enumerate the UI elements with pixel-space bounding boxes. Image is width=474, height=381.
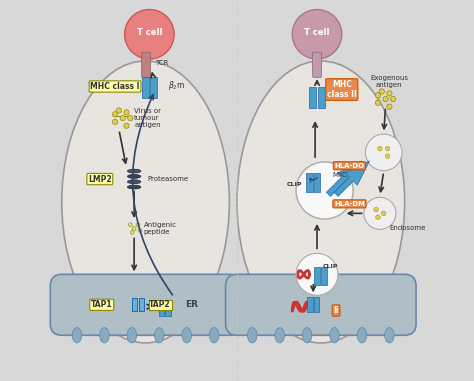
Bar (132, 298, 137, 312)
Ellipse shape (210, 328, 219, 343)
FancyArrow shape (334, 161, 370, 196)
Ellipse shape (384, 328, 394, 343)
Circle shape (378, 146, 382, 151)
Circle shape (130, 231, 134, 234)
Circle shape (165, 305, 168, 308)
Text: T cell: T cell (304, 28, 330, 37)
Text: Endosome: Endosome (390, 225, 426, 231)
Circle shape (161, 305, 164, 308)
Circle shape (375, 100, 381, 106)
Text: TCR: TCR (155, 60, 168, 66)
Circle shape (379, 89, 384, 94)
Ellipse shape (100, 328, 109, 343)
Text: TAP2: TAP2 (149, 300, 171, 309)
Circle shape (292, 10, 342, 59)
Text: Virus or
tumour
antigen: Virus or tumour antigen (134, 108, 161, 128)
Circle shape (136, 223, 140, 227)
Circle shape (374, 207, 378, 212)
Ellipse shape (357, 328, 367, 343)
Text: HLA-DO: HLA-DO (334, 163, 365, 169)
Circle shape (391, 96, 396, 102)
Ellipse shape (155, 328, 164, 343)
Bar (314, 297, 319, 312)
Ellipse shape (128, 169, 141, 173)
Bar (159, 301, 164, 316)
Bar (150, 77, 157, 98)
Ellipse shape (128, 174, 141, 178)
Text: CLIP: CLIP (323, 264, 338, 269)
Bar (142, 77, 149, 98)
Ellipse shape (237, 61, 405, 343)
Circle shape (128, 223, 132, 227)
Text: HLA-DM: HLA-DM (334, 201, 365, 207)
Circle shape (387, 104, 392, 109)
Text: MIIC: MIIC (332, 172, 347, 178)
Bar (318, 87, 325, 108)
Ellipse shape (182, 328, 191, 343)
Circle shape (124, 123, 129, 128)
Ellipse shape (128, 180, 141, 184)
Bar (165, 301, 171, 316)
Circle shape (125, 10, 174, 59)
Circle shape (383, 96, 388, 102)
Text: ER: ER (185, 300, 198, 309)
Circle shape (116, 108, 121, 113)
Bar (306, 173, 312, 192)
Circle shape (382, 211, 386, 216)
Text: MHC class I: MHC class I (91, 82, 140, 91)
Text: TAP1: TAP1 (91, 300, 112, 309)
Circle shape (112, 112, 118, 117)
Circle shape (385, 146, 390, 151)
Circle shape (385, 154, 390, 158)
Bar (321, 267, 327, 285)
Text: $\beta_2$m: $\beta_2$m (168, 79, 186, 92)
Text: MHC
class II: MHC class II (327, 80, 357, 99)
Circle shape (112, 119, 118, 125)
Circle shape (120, 115, 125, 121)
Ellipse shape (247, 328, 257, 343)
Bar (314, 173, 320, 192)
FancyBboxPatch shape (226, 274, 416, 335)
Text: Antigenic
peptide: Antigenic peptide (144, 222, 177, 235)
Bar (138, 298, 144, 312)
Ellipse shape (127, 328, 137, 343)
Bar (307, 297, 313, 312)
Circle shape (132, 227, 136, 231)
Bar (314, 267, 320, 285)
FancyBboxPatch shape (50, 274, 241, 335)
Ellipse shape (330, 328, 339, 343)
Circle shape (387, 91, 392, 96)
Ellipse shape (302, 328, 312, 343)
Ellipse shape (128, 185, 141, 189)
Text: T cell: T cell (137, 28, 162, 37)
Ellipse shape (62, 61, 229, 343)
Text: Exogenous
antigen: Exogenous antigen (370, 75, 409, 88)
Circle shape (128, 115, 133, 121)
Circle shape (138, 229, 142, 232)
FancyArrow shape (327, 161, 362, 196)
Text: Ii: Ii (333, 306, 339, 315)
FancyBboxPatch shape (312, 52, 321, 77)
FancyBboxPatch shape (141, 52, 151, 77)
Text: LMP2: LMP2 (88, 174, 112, 184)
Circle shape (365, 134, 402, 171)
Bar (310, 87, 316, 108)
Circle shape (375, 93, 381, 98)
Text: Proteasome: Proteasome (147, 176, 189, 182)
Circle shape (376, 215, 380, 219)
Circle shape (296, 162, 353, 219)
Text: CLIP: CLIP (286, 182, 302, 187)
Circle shape (296, 253, 338, 295)
Circle shape (124, 110, 129, 115)
Circle shape (364, 197, 396, 229)
Ellipse shape (72, 328, 82, 343)
Ellipse shape (275, 328, 284, 343)
